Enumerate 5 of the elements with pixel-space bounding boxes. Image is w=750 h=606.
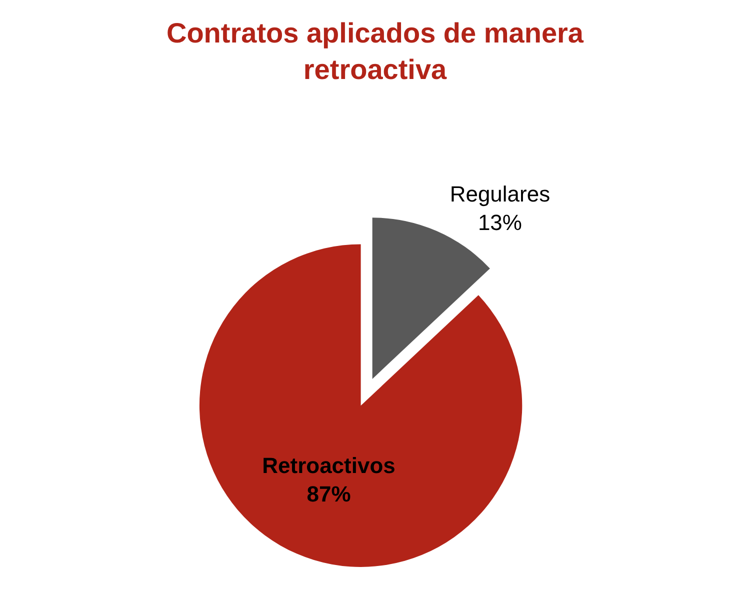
data-label: 87% [306, 481, 351, 506]
chart-title: Contratos aplicados de manera retroactiva [166, 17, 584, 85]
slice-label: Retroactivos [262, 452, 396, 478]
data-label: 13% [478, 210, 522, 236]
slice-label: Regulares [450, 181, 550, 206]
